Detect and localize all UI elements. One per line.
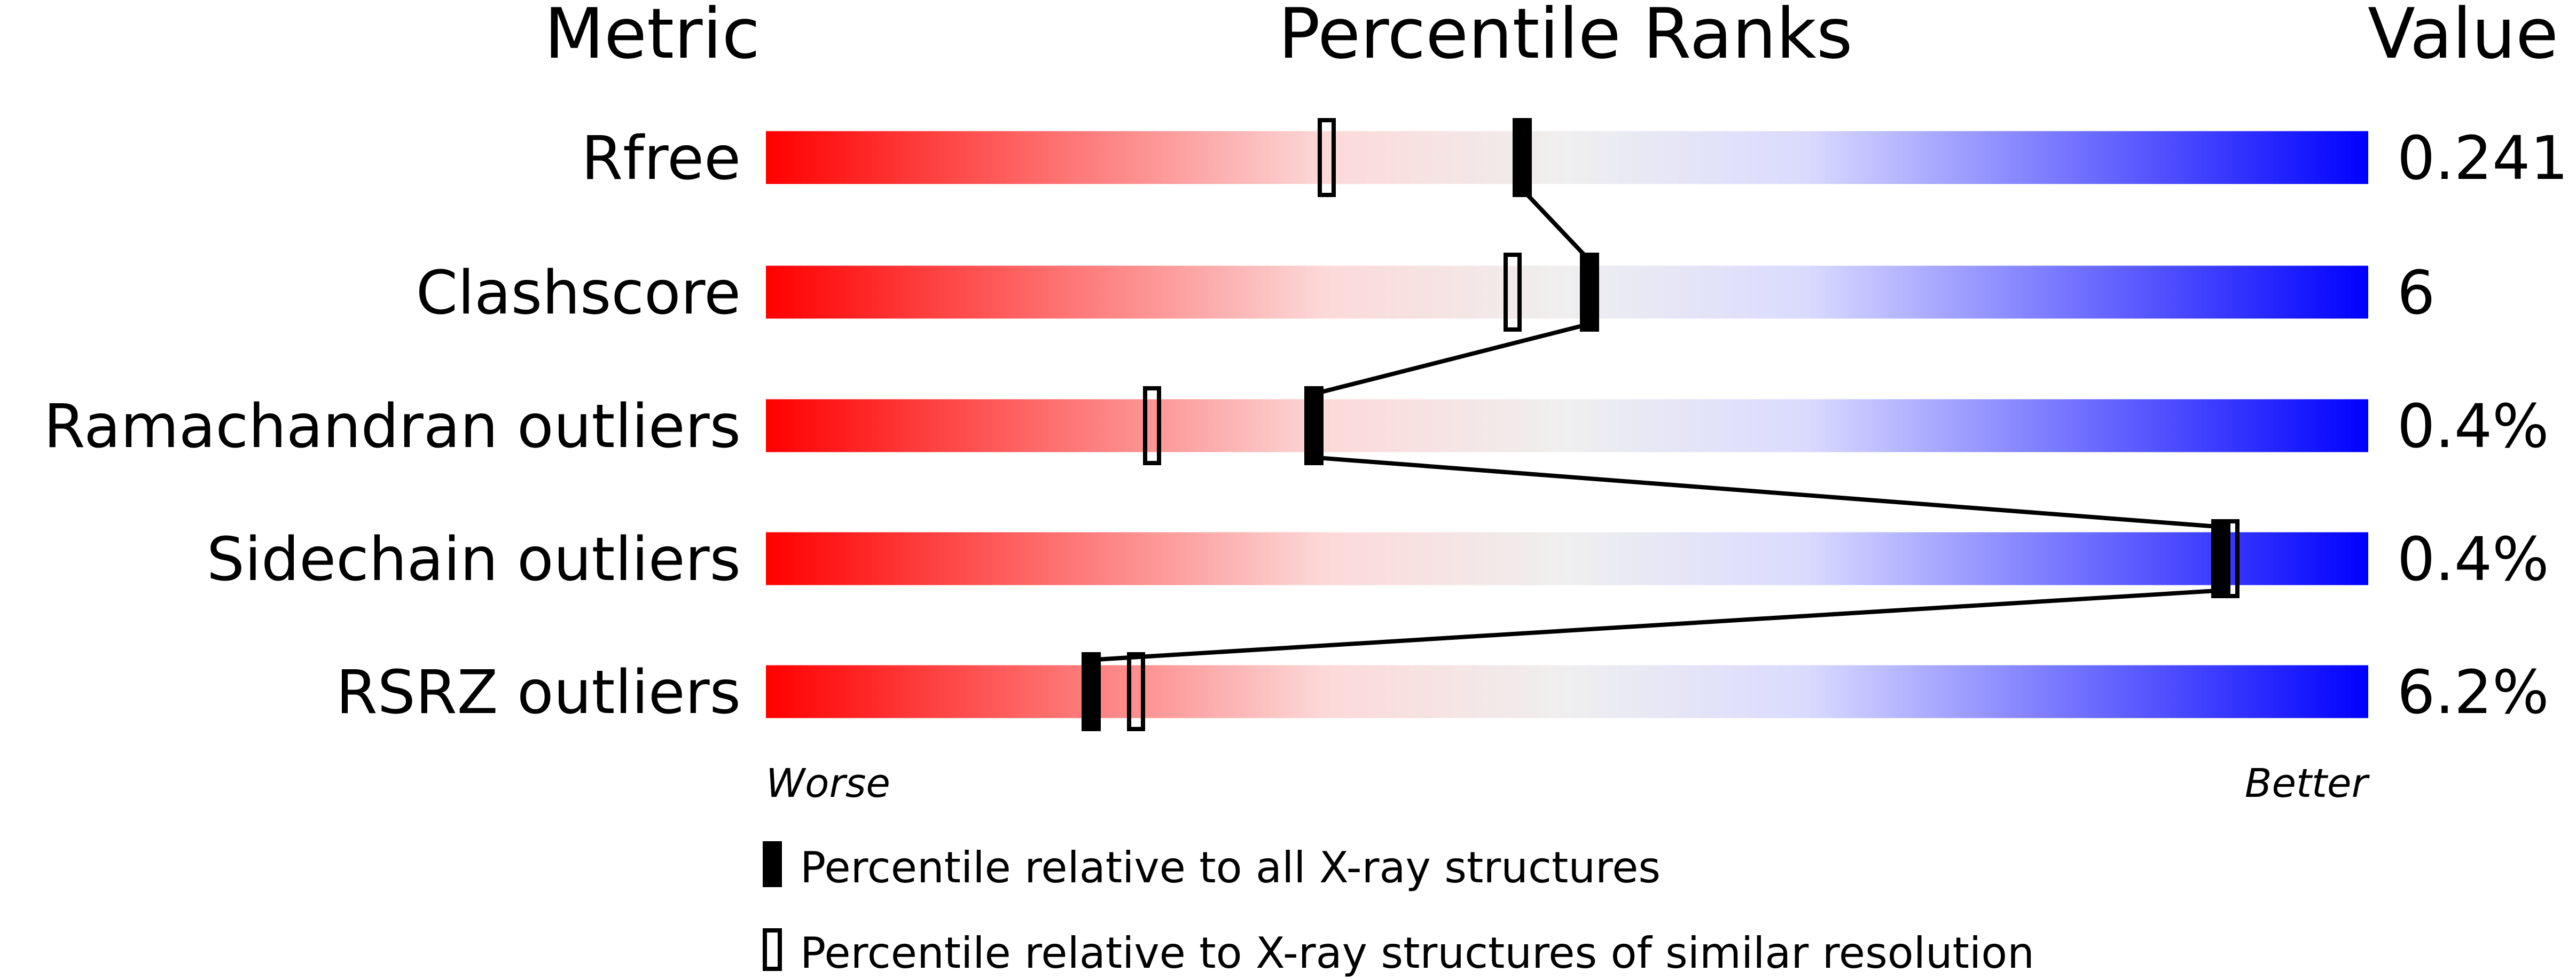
metric-label: Ramachandran outliers [44,392,741,461]
metric-value: 0.4% [2397,392,2549,461]
legend-open-marker [763,928,782,971]
header-value: Value [2368,0,2558,74]
percentile-bar [766,265,2368,319]
marker-similar-resolution [1504,253,1522,332]
metric-value: 6.2% [2397,658,2549,727]
metric-label: Sidechain outliers [207,525,741,594]
metric-label: Clashscore [416,259,741,328]
marker-all-structures [1513,118,1532,197]
axis-better-label: Better [2245,761,2370,806]
percentile-bar [766,131,2368,184]
legend-open-label: Percentile relative to X-ray structures … [800,928,2034,978]
marker-similar-resolution [1318,118,1336,197]
marker-similar-resolution [1127,652,1145,731]
metric-value: 0.241 [2397,124,2569,193]
connector-line [1313,322,1590,396]
percentile-bar [766,665,2368,718]
connector-line [1091,588,2221,662]
connector-line [1521,187,1591,262]
header-metric: Metric [544,0,760,74]
percentile-bar [766,399,2368,452]
header-percentile-ranks: Percentile Ranks [1278,0,1852,74]
legend-filled-label: Percentile relative to all X-ray structu… [800,843,1661,892]
marker-all-structures [2211,519,2230,598]
marker-all-structures [1580,253,1599,332]
metric-value: 0.4% [2397,525,2549,594]
marker-similar-resolution [1143,386,1161,465]
percentile-bar [766,532,2368,585]
metric-label: RSRZ outliers [336,658,741,727]
marker-all-structures [1304,386,1324,465]
axis-worse-label: Worse [766,761,890,806]
legend-filled-marker [763,841,782,887]
metric-label: Rfree [581,124,741,193]
connector-line [1313,455,2221,529]
marker-all-structures [1082,652,1101,731]
metric-value: 6 [2397,259,2435,328]
